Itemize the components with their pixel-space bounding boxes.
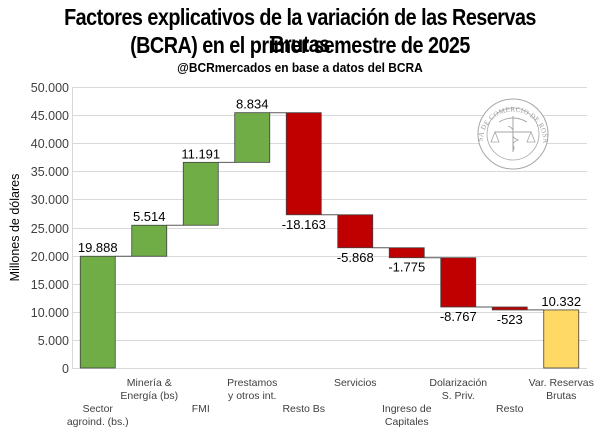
data-label: -18.163 (282, 217, 326, 232)
data-label: 5.514 (133, 209, 166, 224)
data-label: -523 (497, 312, 523, 327)
x-axis-label: Resto Bs (282, 403, 325, 415)
y-axis-ticks: 0 5.000 10.000 15.000 20.000 25.000 30.000 35.0… (31, 81, 69, 376)
x-axis-label: Minería & (127, 377, 172, 389)
y-tick-label: 40.000 (31, 137, 69, 151)
x-axis-label: FMI (192, 403, 210, 415)
connector-lines (115, 112, 544, 311)
chart-subtitle: @BCRmercados en base a datos del BCRA (177, 60, 423, 75)
y-axis-label: Millones de dólares (8, 174, 22, 282)
y-tick-label: 45.000 (31, 109, 69, 123)
seal-text: BOLSA DE COMERCIO DE ROSARIO (0, 0, 550, 144)
data-label: 11.191 (181, 146, 220, 161)
x-axis-label: agroind. (bs.) (67, 416, 129, 428)
x-axis-label: Energía (bs) (120, 390, 178, 402)
y-tick-label: 25.000 (31, 222, 69, 236)
y-tick-label: 50.000 (31, 81, 69, 95)
data-labels: 19.888 5.514 11.191 8.834 -18.163 -5.868 -1.77… (78, 97, 581, 327)
x-axis-label: Dolarización (429, 377, 487, 389)
y-tick-label: 5.000 (38, 334, 69, 348)
seal-inner-ring (486, 107, 540, 161)
x-axis-label: Prestamos (227, 377, 277, 389)
data-label: 8.834 (236, 97, 269, 112)
y-tick-label: 35.000 (31, 165, 69, 179)
bar-decrease (440, 257, 477, 308)
bar-increase (182, 161, 219, 226)
bar-decrease (337, 214, 374, 249)
data-label: -5.868 (337, 250, 374, 265)
x-axis-label: Resto (496, 403, 524, 415)
y-tick-label: 10.000 (31, 306, 69, 320)
x-axis-label: Ingreso de (382, 403, 432, 415)
x-axis-label: Capitales (385, 416, 429, 428)
bars (79, 112, 580, 369)
y-tick-label: 30.000 (31, 193, 69, 207)
bar-increase (131, 224, 168, 257)
x-axis-label: Var. Reservas (529, 377, 594, 389)
gridlines (72, 87, 587, 369)
x-axis-label: S. Priv. (442, 390, 475, 402)
scale-pan-right-icon (526, 130, 536, 143)
caduceus-wings-icon (498, 117, 528, 123)
bar-increase (79, 255, 116, 369)
data-label: 10.332 (541, 294, 581, 309)
chart-title-line-1: Factores explicativos de la variación de… (64, 4, 536, 57)
y-tick-label: 15.000 (31, 278, 69, 292)
x-axis-label: Servicios (334, 377, 377, 389)
x-axis-label: Sector (83, 403, 114, 415)
scale-pan-left-icon (490, 130, 500, 143)
bar-total (543, 309, 580, 369)
x-axis-label: y otros int. (228, 390, 276, 402)
data-label: -1.775 (388, 260, 425, 275)
bar-decrease (491, 306, 528, 311)
y-tick-label: 0 (62, 362, 69, 376)
data-label: 19.888 (78, 240, 118, 255)
chart-title-line-2: (BCRA) en el primer semestre de 2025 (130, 32, 470, 58)
y-tick-label: 20.000 (31, 250, 69, 264)
data-label: -8.767 (440, 309, 477, 324)
bar-decrease (285, 112, 322, 216)
bar-increase (234, 112, 271, 163)
bar-decrease (388, 247, 425, 259)
caduceus-serpent-icon (507, 125, 520, 151)
x-axis-label: Brutas (546, 390, 576, 402)
